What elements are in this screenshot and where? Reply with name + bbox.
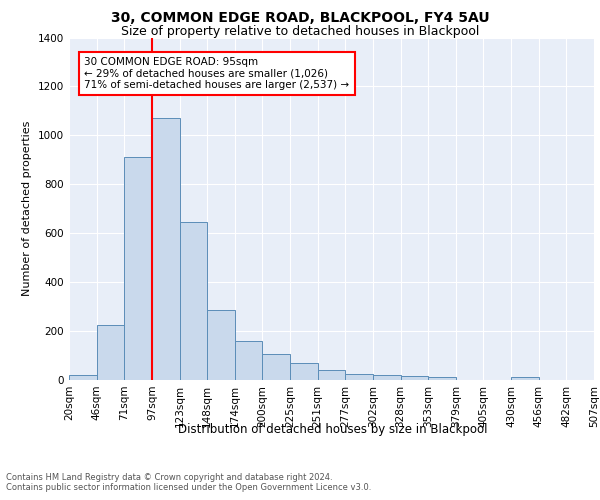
Text: Distribution of detached houses by size in Blackpool: Distribution of detached houses by size … xyxy=(178,422,488,436)
Bar xyxy=(97,325,124,380)
Bar xyxy=(346,374,373,380)
Bar xyxy=(69,375,97,380)
Bar xyxy=(428,377,456,380)
Bar xyxy=(124,158,152,380)
Text: Contains HM Land Registry data © Crown copyright and database right 2024.
Contai: Contains HM Land Registry data © Crown c… xyxy=(6,472,371,492)
Bar xyxy=(401,376,428,380)
Bar xyxy=(290,363,317,380)
Text: 30, COMMON EDGE ROAD, BLACKPOOL, FY4 5AU: 30, COMMON EDGE ROAD, BLACKPOOL, FY4 5AU xyxy=(110,11,490,25)
Bar xyxy=(373,375,401,380)
Bar xyxy=(179,222,207,380)
Text: Size of property relative to detached houses in Blackpool: Size of property relative to detached ho… xyxy=(121,25,479,38)
Bar xyxy=(235,341,262,380)
Bar xyxy=(317,370,346,380)
Bar xyxy=(207,310,235,380)
Y-axis label: Number of detached properties: Number of detached properties xyxy=(22,121,32,296)
Bar xyxy=(152,118,179,380)
Text: 30 COMMON EDGE ROAD: 95sqm
← 29% of detached houses are smaller (1,026)
71% of s: 30 COMMON EDGE ROAD: 95sqm ← 29% of deta… xyxy=(84,57,349,90)
Bar xyxy=(262,354,290,380)
Bar xyxy=(511,377,539,380)
